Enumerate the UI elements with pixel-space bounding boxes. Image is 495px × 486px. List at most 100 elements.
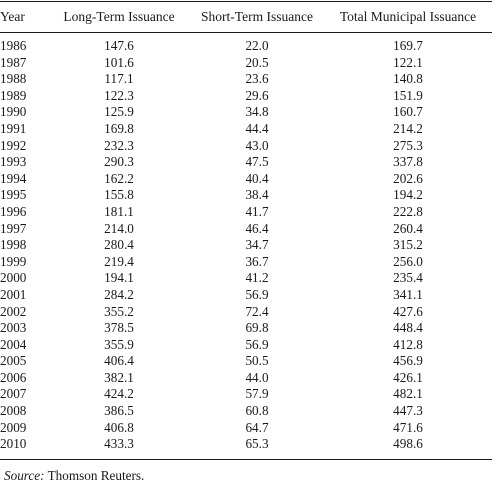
cell-total: 151.9	[393, 87, 423, 103]
cell-short-term: 65.3	[245, 436, 269, 452]
table-row: 2006 382.1 44.0 426.1	[0, 370, 492, 387]
cell-long-term: 355.2	[104, 303, 134, 319]
table-row: 2005 406.4 50.5 456.9	[0, 353, 492, 370]
cell-long-term: 284.2	[104, 286, 134, 302]
cell-long-term: 378.5	[104, 320, 134, 336]
table-row: 1995 155.8 38.4 194.2	[0, 187, 492, 204]
cell-year: 1986	[0, 38, 27, 53]
source-text: Thomson Reuters.	[47, 468, 145, 483]
cell-short-term: 57.9	[245, 386, 269, 402]
cell-short-term: 72.4	[245, 303, 269, 319]
cell-year: 1993	[0, 154, 27, 170]
header-long-term: Long-Term Issuance	[63, 9, 175, 24]
cell-year: 2004	[0, 336, 27, 352]
cell-long-term: 122.3	[104, 87, 134, 103]
cell-year: 1994	[0, 170, 27, 186]
cell-total: 447.3	[393, 403, 423, 419]
cell-long-term: 214.0	[104, 220, 134, 236]
table-row: 1987 101.6 20.5 122.1	[0, 55, 492, 72]
cell-year: 1995	[0, 187, 27, 203]
table-row: 1994 162.2 40.4 202.6	[0, 171, 492, 188]
cell-long-term: 117.1	[104, 71, 134, 87]
cell-long-term: 355.9	[104, 336, 134, 352]
cell-long-term: 386.5	[104, 403, 134, 419]
table-row: 1993 290.3 47.5 337.8	[0, 154, 492, 171]
table-row: 1997 214.0 46.4 260.4	[0, 221, 492, 238]
cell-year: 1989	[0, 87, 27, 103]
table-top-rule	[0, 1, 492, 3]
header-total: Total Municipal Issuance	[339, 9, 477, 24]
table-row: 2001 284.2 56.9 341.1	[0, 287, 492, 304]
cell-long-term: 290.3	[104, 154, 134, 170]
cell-long-term: 169.8	[104, 120, 134, 136]
cell-total: 315.2	[393, 237, 423, 253]
cell-long-term: 125.9	[104, 104, 134, 120]
cell-short-term: 29.6	[245, 87, 269, 103]
cell-short-term: 44.4	[245, 120, 269, 136]
cell-short-term: 23.6	[245, 71, 269, 87]
table-row: 1991 169.8 44.4 214.2	[0, 121, 492, 138]
cell-short-term: 34.8	[245, 104, 269, 120]
cell-total: 426.1	[393, 369, 423, 385]
cell-year: 2008	[0, 403, 27, 419]
cell-long-term: 147.6	[104, 38, 134, 53]
source-label: Source:	[4, 468, 45, 483]
cell-short-term: 43.0	[245, 137, 269, 153]
cell-total: 194.2	[393, 187, 423, 203]
cell-total: 341.1	[393, 286, 423, 302]
cell-short-term: 69.8	[245, 320, 269, 336]
table-header: Year Long-Term Issuance Short-Term Issua…	[0, 2, 492, 38]
cell-short-term: 41.2	[245, 270, 269, 286]
table-row: 1988 117.1 23.6 140.8	[0, 71, 492, 88]
cell-total: 482.1	[393, 386, 423, 402]
cell-year: 2007	[0, 386, 27, 402]
source-note: Source: Thomson Reuters.	[4, 468, 144, 484]
cell-long-term: 406.8	[104, 419, 134, 435]
cell-short-term: 50.5	[245, 353, 269, 369]
table-bottom-rule	[0, 459, 492, 461]
table-row: 1990 125.9 34.8 160.7	[0, 104, 492, 121]
cell-year: 1999	[0, 253, 27, 269]
table-row: 1999 219.4 36.7 256.0	[0, 254, 492, 271]
cell-short-term: 40.4	[245, 170, 269, 186]
cell-year: 1997	[0, 220, 27, 236]
table-row: 2004 355.9 56.9 412.8	[0, 337, 492, 354]
table-row: 2009 406.8 64.7 471.6	[0, 420, 492, 437]
header-short-term: Short-Term Issuance	[201, 9, 313, 24]
table-row: 2007 424.2 57.9 482.1	[0, 386, 492, 403]
table-body: 1986 147.6 22.0 169.7 1987 101.6 20.5 122.1 1988…	[0, 38, 492, 453]
cell-long-term: 406.4	[104, 353, 134, 369]
table-row: 1992 232.3 43.0 275.3	[0, 138, 492, 155]
cell-year: 1996	[0, 203, 27, 219]
table-row: 2000 194.1 41.2 235.4	[0, 270, 492, 287]
cell-short-term: 38.4	[245, 187, 269, 203]
table-row: 2010 433.3 65.3 498.6	[0, 436, 492, 453]
cell-year: 2006	[0, 369, 27, 385]
cell-short-term: 60.8	[245, 403, 269, 419]
cell-long-term: 433.3	[104, 436, 134, 452]
cell-year: 2005	[0, 353, 27, 369]
cell-total: 260.4	[393, 220, 423, 236]
table-row: 1998 280.4 34.7 315.2	[0, 237, 492, 254]
cell-total: 456.9	[393, 353, 423, 369]
cell-long-term: 181.1	[104, 203, 134, 219]
cell-total: 337.8	[393, 154, 423, 170]
table-row: 2008 386.5 60.8 447.3	[0, 403, 492, 420]
cell-long-term: 382.1	[104, 369, 134, 385]
cell-year: 1988	[0, 71, 27, 87]
cell-total: 235.4	[393, 270, 423, 286]
cell-long-term: 424.2	[104, 386, 134, 402]
cell-long-term: 155.8	[104, 187, 134, 203]
cell-total: 160.7	[393, 104, 423, 120]
cell-year: 1991	[0, 120, 27, 136]
cell-total: 498.6	[393, 436, 423, 452]
cell-total: 412.8	[393, 336, 423, 352]
cell-long-term: 280.4	[104, 237, 134, 253]
cell-long-term: 162.2	[104, 170, 134, 186]
cell-total: 471.6	[393, 419, 423, 435]
cell-short-term: 20.5	[245, 54, 269, 70]
cell-total: 448.4	[393, 320, 423, 336]
header-year: Year	[0, 9, 25, 24]
cell-long-term: 219.4	[104, 253, 134, 269]
